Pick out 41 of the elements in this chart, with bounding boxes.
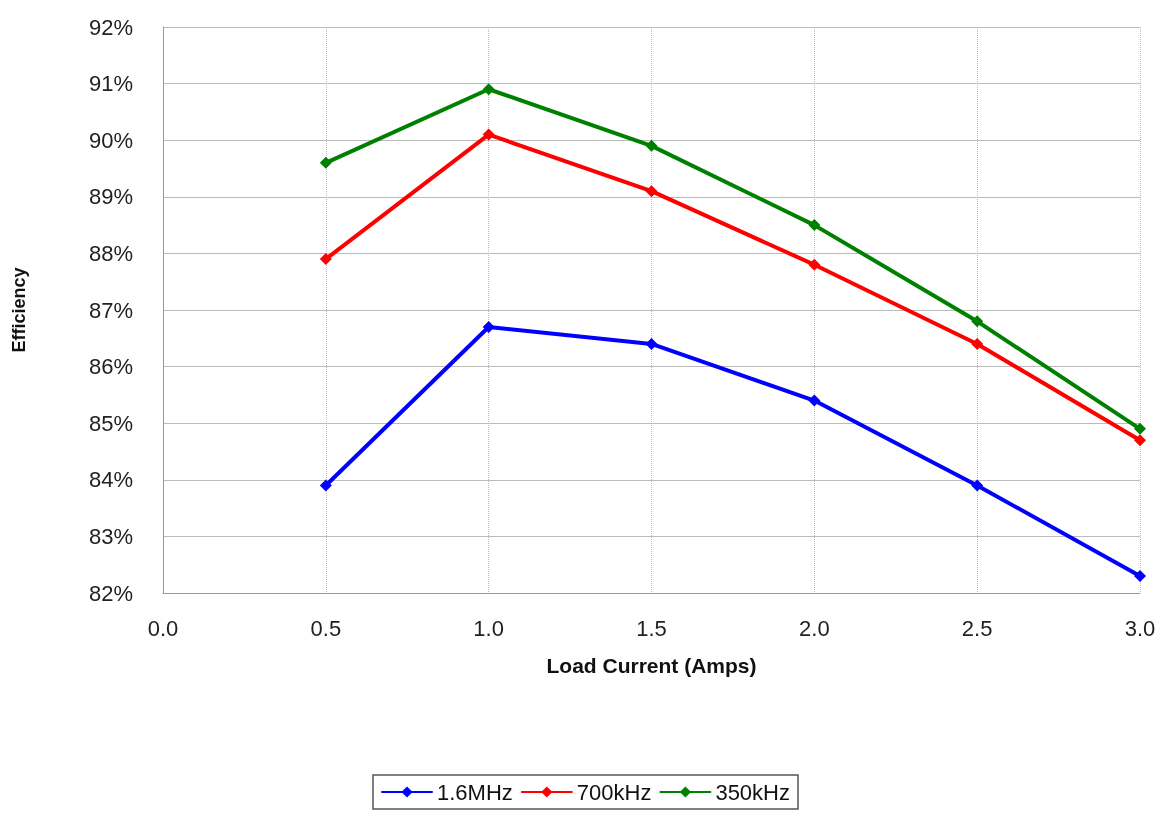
y-tick-label: 87% <box>88 297 133 323</box>
y-tick-label: 83% <box>88 523 133 549</box>
point <box>808 394 821 407</box>
y-tick-label: 84% <box>88 467 133 493</box>
point <box>319 479 332 492</box>
y-tick-label: 86% <box>88 354 133 380</box>
point <box>1134 570 1146 583</box>
x-tick-label: 0.5 <box>310 615 342 641</box>
point <box>645 139 658 152</box>
x-tick-label: 3.0 <box>1124 615 1156 641</box>
point <box>645 185 658 198</box>
legend-label: 350kHz <box>715 779 790 805</box>
point <box>971 479 984 492</box>
legend-label: 1.6MHz <box>437 779 513 805</box>
point <box>645 337 658 350</box>
point <box>1134 434 1146 447</box>
point <box>482 83 495 96</box>
x-tick-label: 1.0 <box>473 615 504 641</box>
point <box>971 315 984 328</box>
x-axis-title: Load Current (Amps) <box>546 654 757 677</box>
point <box>319 156 332 169</box>
y-tick-label: 85% <box>88 410 133 436</box>
legend-label: 700kHz <box>576 779 652 805</box>
point <box>808 258 821 271</box>
x-tick-label: 1.5 <box>636 615 667 641</box>
y-tick-label: 91% <box>88 71 133 97</box>
point <box>808 219 821 232</box>
point <box>482 320 495 333</box>
y-tick-label: 92% <box>88 14 133 40</box>
y-axis-title: Efficiency <box>9 267 29 353</box>
y-tick-label: 89% <box>88 184 133 210</box>
point <box>971 337 984 350</box>
y-tick-label: 82% <box>88 580 133 606</box>
point <box>319 253 332 266</box>
y-tick-label: 90% <box>88 127 133 153</box>
x-tick-label: 0.0 <box>147 615 179 641</box>
y-tick-label: 88% <box>88 240 133 266</box>
point <box>482 128 495 141</box>
point <box>1134 422 1146 435</box>
x-tick-label: 2.0 <box>799 615 830 641</box>
x-tick-label: 2.5 <box>961 615 993 641</box>
